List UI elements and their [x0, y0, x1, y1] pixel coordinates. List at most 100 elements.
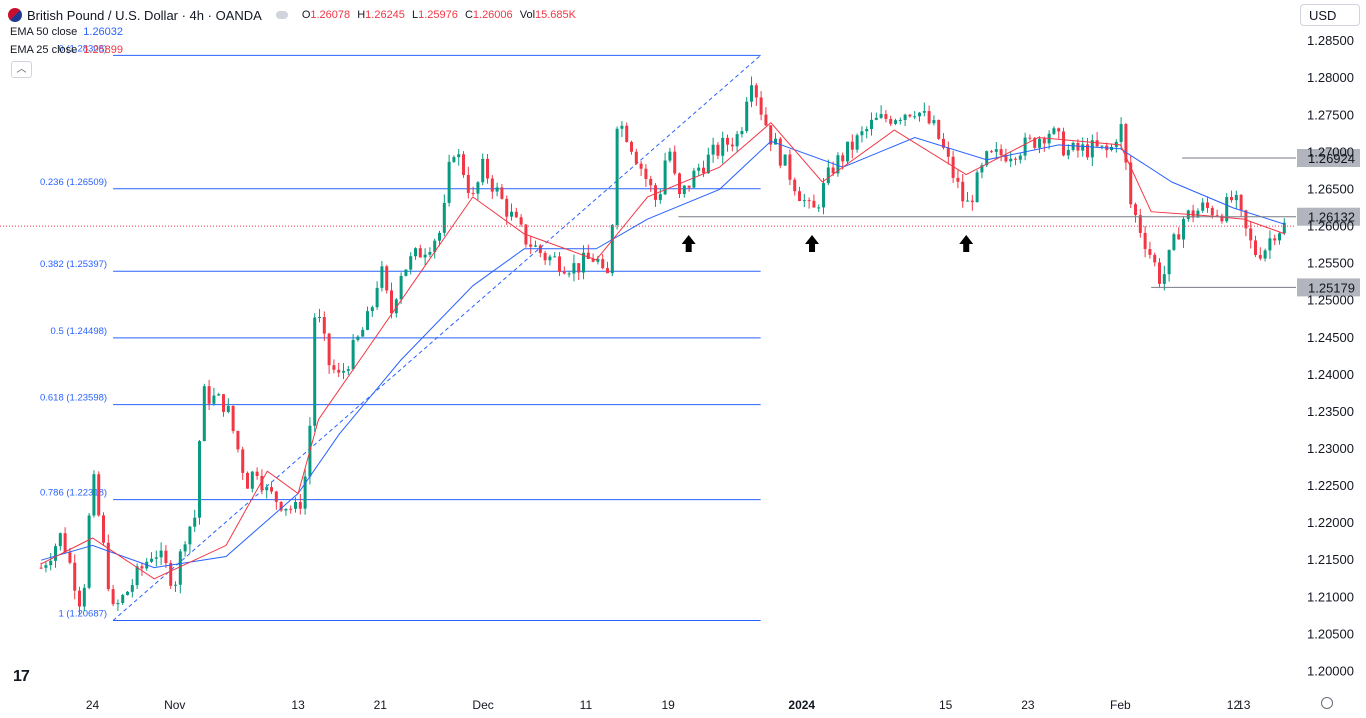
indicator-ema25[interactable]: EMA 25 close 1.25899	[10, 44, 123, 56]
candle	[87, 512, 91, 590]
x-tick-label: 23	[1021, 698, 1035, 712]
candle	[1239, 193, 1243, 217]
candle	[1206, 196, 1210, 213]
candle	[630, 140, 634, 155]
candle	[322, 311, 326, 341]
fib-trend-line	[112, 54, 761, 621]
level-price-label: 1.26924	[1308, 151, 1355, 166]
x-tick-label: Feb	[1110, 698, 1131, 712]
gbp-usd-flag-icon	[8, 8, 22, 22]
candle	[601, 253, 605, 270]
ohlc-open-value: 1.26078	[310, 9, 351, 21]
y-tick-label: 1.25000	[1307, 293, 1354, 308]
candle	[721, 131, 725, 164]
candle	[97, 471, 101, 517]
candle	[1038, 136, 1042, 154]
candle	[116, 599, 120, 611]
candle	[375, 281, 379, 310]
y-tick-label: 1.24000	[1307, 367, 1354, 382]
candle	[399, 272, 403, 304]
candle	[759, 91, 763, 121]
candle	[870, 112, 874, 136]
horizontal-levels[interactable]: 1.26924 1.26132 1.25179	[0, 148, 1360, 297]
candle	[745, 97, 749, 134]
candle	[975, 170, 979, 203]
candle	[538, 244, 542, 258]
fib-level-label: 0 (1.28308)	[58, 43, 107, 54]
more-dots-icon[interactable]	[275, 11, 288, 19]
candle	[1273, 234, 1277, 246]
candle	[106, 534, 110, 592]
candle	[1095, 131, 1099, 148]
candle	[591, 253, 595, 263]
candle	[572, 254, 576, 282]
indicator-ema50[interactable]: EMA 50 close 1.26032	[10, 26, 123, 38]
candle	[438, 230, 442, 247]
candle	[697, 163, 701, 176]
candle	[543, 250, 547, 265]
candle	[850, 134, 854, 159]
candle	[49, 552, 53, 571]
candle	[980, 162, 984, 179]
candle	[1201, 198, 1205, 213]
candle	[495, 182, 499, 197]
chart-header: British Pound / U.S. Dollar · 4h · OANDA…	[8, 6, 576, 24]
tradingview-logo[interactable]: 17	[13, 668, 30, 685]
candle	[1086, 137, 1090, 160]
candle	[740, 127, 744, 138]
x-tick-label: 19	[661, 698, 675, 712]
candle	[433, 238, 437, 259]
up-arrow-icon	[805, 235, 820, 252]
fib-retracement[interactable]: 0 (1.28308) 0.236 (1.26509) 0.382 (1.25397…	[40, 43, 761, 622]
candle	[476, 181, 480, 200]
symbol-title[interactable]: British Pound / U.S. Dollar · 4h · OANDA	[27, 7, 262, 23]
candle	[855, 133, 859, 153]
y-tick-label: 1.26500	[1307, 181, 1354, 196]
candle	[159, 542, 163, 565]
y-tick-label: 1.20000	[1307, 663, 1354, 678]
y-tick-label: 1.21500	[1307, 552, 1354, 567]
candle	[270, 481, 274, 494]
ohlc-high-value: 1.26245	[365, 9, 405, 21]
candle	[553, 252, 557, 258]
candle	[246, 471, 250, 489]
candle	[1244, 209, 1248, 237]
candle	[303, 468, 307, 515]
candle	[577, 263, 581, 281]
candle	[490, 175, 494, 199]
level-price-tag	[1297, 278, 1360, 297]
candle	[318, 308, 322, 323]
y-tick-label: 1.23000	[1307, 441, 1354, 456]
candle	[370, 305, 374, 317]
candle	[452, 155, 456, 164]
price-axis[interactable]: 1.28500 1.28000 1.27500 1.27000 1.26500 1.260…	[1307, 33, 1354, 678]
candle	[1225, 193, 1229, 223]
candle	[673, 145, 677, 176]
candle	[92, 470, 96, 518]
candle	[956, 169, 960, 189]
ohlc-readout: O1.26078 H1.26245 L1.25976 C1.26006 Vol1…	[298, 9, 576, 21]
candle	[894, 118, 898, 126]
candle	[1234, 190, 1238, 209]
candle	[231, 405, 235, 434]
candle	[1105, 142, 1109, 158]
candle	[668, 147, 672, 163]
candle	[1268, 230, 1272, 260]
collapse-legend-button[interactable]: ︿	[11, 61, 32, 78]
fib-level-label: 0.786 (1.22318)	[40, 488, 107, 499]
candle	[1177, 227, 1181, 240]
candle	[346, 365, 350, 376]
candle	[750, 76, 754, 108]
candle	[994, 141, 998, 159]
y-tick-label: 1.20500	[1307, 626, 1354, 641]
y-tick-label: 1.26000	[1307, 219, 1354, 234]
y-tick-label: 1.25500	[1307, 256, 1354, 271]
candle	[1258, 247, 1262, 261]
currency-selector[interactable]: USD	[1300, 4, 1360, 26]
candle	[567, 270, 571, 278]
settings-gear-icon[interactable]	[1321, 697, 1333, 709]
candle	[793, 177, 797, 196]
candle	[505, 195, 509, 225]
